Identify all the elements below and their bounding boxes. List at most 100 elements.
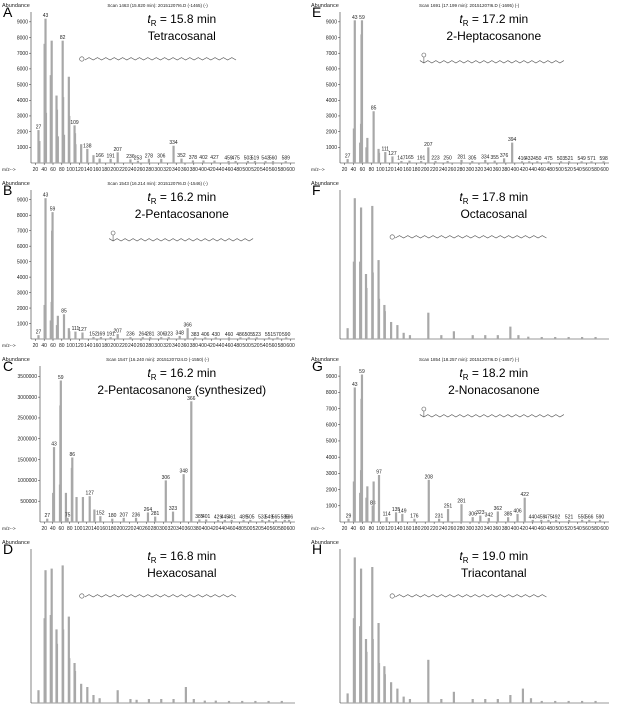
x-tick-label: 240 bbox=[134, 526, 143, 532]
x-tick-label: 300 bbox=[466, 526, 475, 532]
x-tick-label: 600 bbox=[286, 343, 295, 349]
peak-bar bbox=[567, 161, 571, 163]
ketone-structure bbox=[419, 60, 565, 64]
peak-bar bbox=[507, 517, 510, 522]
peak-bar bbox=[427, 479, 430, 522]
x-tick-label: 520 bbox=[251, 167, 260, 173]
peak-bar bbox=[234, 160, 237, 163]
peak-label: 43 bbox=[43, 13, 49, 19]
peak-label: 486 bbox=[236, 332, 245, 338]
peak-label: 138 bbox=[83, 143, 92, 149]
spectrum-panel-b: Abundance Scan 1543 (16.214 min): 2015120… bbox=[2, 181, 295, 349]
peak-bar bbox=[191, 160, 195, 163]
x-tick-label: 340 bbox=[172, 167, 181, 173]
x-tick-label: 480 bbox=[234, 167, 243, 173]
peak-bar bbox=[594, 336, 597, 339]
peak-bar bbox=[44, 198, 47, 339]
peak-label: 85 bbox=[371, 106, 377, 112]
x-tick-label: 580 bbox=[278, 526, 287, 532]
x-tick-label: 580 bbox=[278, 343, 287, 349]
peak-bar bbox=[383, 674, 386, 703]
peak-bar bbox=[136, 160, 140, 163]
scan-header: Scan 1463 (15.820 min): 20151207I6.D (-1… bbox=[107, 3, 208, 8]
peak-label: 519 bbox=[251, 155, 260, 161]
peak-bar bbox=[264, 161, 267, 163]
x-tick-label: 320 bbox=[168, 526, 177, 532]
x-tick-label: 80 bbox=[67, 526, 73, 532]
ketone-structure bbox=[108, 238, 254, 242]
peak-bar bbox=[254, 700, 257, 703]
peak-label: 306 bbox=[162, 475, 171, 481]
peak-bar bbox=[598, 519, 602, 522]
peak-bar bbox=[471, 699, 474, 703]
peak-label: 236 bbox=[126, 154, 135, 160]
peak-bar bbox=[360, 20, 364, 164]
x-tick-label: 140 bbox=[394, 167, 403, 173]
peak-bar bbox=[109, 337, 112, 339]
peak-label: 596 bbox=[285, 514, 294, 520]
peak-bar bbox=[184, 687, 187, 703]
peak-bar bbox=[479, 515, 482, 522]
peak-bar bbox=[413, 518, 416, 522]
peak-label: 236 bbox=[132, 512, 141, 518]
retention-time: tR = 15.8 min bbox=[147, 12, 216, 28]
peak-bar bbox=[580, 161, 583, 163]
x-tick-label: 140 bbox=[84, 167, 93, 173]
y-tick-label: 1500000 bbox=[18, 457, 38, 463]
peak-bar bbox=[280, 700, 283, 703]
peak-bar bbox=[371, 272, 374, 339]
x-tick-label: 500 bbox=[242, 167, 251, 173]
peak-bar bbox=[227, 700, 231, 703]
x-tick-label: 80 bbox=[369, 526, 375, 532]
x-tick-label: 40 bbox=[50, 526, 56, 532]
peak-label: 550 bbox=[578, 514, 587, 520]
x-tick-label: 360 bbox=[185, 526, 194, 532]
peak-bar bbox=[567, 519, 571, 522]
peak-bar bbox=[496, 335, 499, 339]
x-tick-label: 140 bbox=[84, 343, 93, 349]
x-tick-label: 240 bbox=[128, 167, 137, 173]
y-tick-label: 3000 bbox=[17, 290, 28, 296]
peak-label: 376 bbox=[500, 153, 509, 159]
peak-label: 521 bbox=[565, 156, 574, 162]
peak-bar bbox=[164, 480, 167, 522]
oxygen-atom-icon bbox=[79, 593, 85, 599]
x-tick-label: 540 bbox=[573, 167, 582, 173]
peak-bar bbox=[446, 160, 449, 163]
peak-bar bbox=[37, 335, 40, 339]
peak-label: 147 bbox=[397, 155, 406, 161]
x-tick-label: 580 bbox=[591, 526, 600, 532]
peak-bar bbox=[452, 691, 455, 703]
peak-label: 348 bbox=[176, 330, 185, 336]
x-tick-label: 100 bbox=[66, 343, 75, 349]
x-tick-label: 340 bbox=[172, 343, 181, 349]
aldehyde-structure bbox=[395, 235, 547, 239]
peak-label: 589 bbox=[282, 156, 291, 162]
peak-label: 251 bbox=[444, 504, 453, 510]
peak-bar bbox=[377, 663, 381, 703]
peak-bar bbox=[86, 148, 89, 163]
peak-bar bbox=[460, 504, 463, 522]
peak-label: 250 bbox=[443, 155, 452, 161]
peak-bar bbox=[487, 517, 490, 522]
peak-bar bbox=[190, 401, 193, 522]
x-tick-label: 200 bbox=[110, 167, 119, 173]
peak-bar bbox=[172, 699, 175, 703]
peak-bar bbox=[213, 160, 216, 163]
x-tick-label: 500 bbox=[244, 526, 253, 532]
peak-bar bbox=[92, 336, 95, 339]
x-tick-label: 500 bbox=[242, 343, 251, 349]
peak-bar bbox=[377, 152, 381, 163]
peak-label: 191 bbox=[417, 155, 426, 161]
peak-bar bbox=[509, 326, 512, 339]
x-tick-label: 420 bbox=[207, 167, 216, 173]
peak-bar bbox=[346, 328, 349, 339]
x-tick-label: 40 bbox=[351, 526, 357, 532]
panel-letter: H bbox=[312, 541, 322, 557]
x-tick-label: 200 bbox=[117, 526, 126, 532]
y-tick-label: 9000 bbox=[17, 198, 28, 204]
x-tick-label: 420 bbox=[207, 343, 216, 349]
y-tick-label: 6000 bbox=[17, 244, 28, 250]
x-tick-label: 180 bbox=[102, 167, 111, 173]
